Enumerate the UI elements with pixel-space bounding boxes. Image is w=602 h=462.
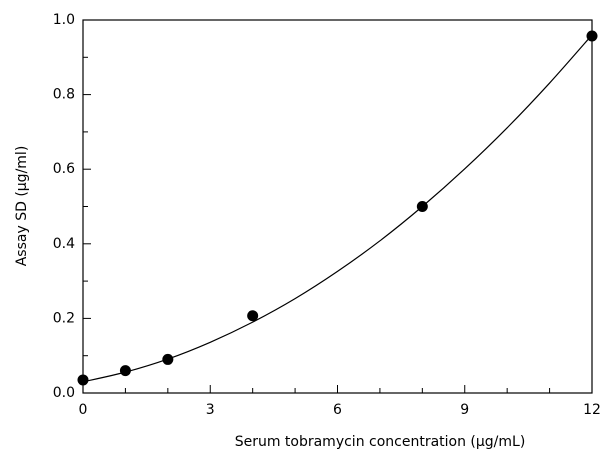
data-point [77, 374, 89, 386]
x-tick-label: 0 [79, 402, 88, 418]
y-tick-label: 0.4 [53, 236, 75, 252]
x-tick-label: 3 [206, 402, 215, 418]
data-point [416, 201, 428, 212]
data-point [247, 310, 259, 322]
y-tick-label: 0.2 [53, 310, 75, 326]
x-axis-label: Serum tobramycin concentration (μg/mL) [235, 434, 526, 450]
y-tick-label: 0.0 [53, 385, 75, 401]
y-tick-label: 0.6 [53, 161, 75, 177]
plot-frame [82, 19, 593, 394]
y-axis-label: Assay SD (μg/ml) [14, 146, 30, 267]
data-point [162, 353, 174, 365]
data-point [586, 30, 598, 42]
y-tick-label: 0.8 [53, 87, 75, 103]
y-tick-label: 1.0 [53, 12, 75, 28]
data-point [119, 365, 131, 377]
x-tick-label: 6 [333, 402, 342, 418]
x-tick-label: 9 [460, 402, 469, 418]
fit-curve [82, 34, 593, 383]
x-tick-label: 12 [583, 402, 601, 418]
